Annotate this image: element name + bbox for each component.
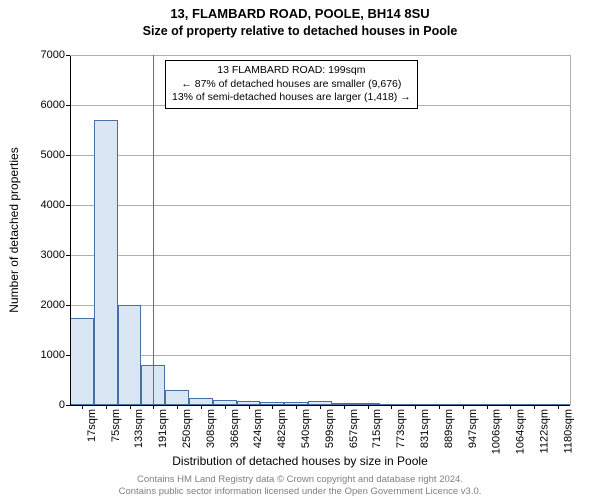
xtick-label: 889sqm [443, 409, 455, 448]
footer-line2: Contains public sector information licen… [0, 486, 600, 498]
histogram-bar [165, 390, 189, 405]
gridline [70, 355, 570, 356]
xtick-label: 75sqm [110, 409, 122, 442]
annotation-line2: ← 87% of detached houses are smaller (9,… [172, 78, 411, 92]
annotation-box: 13 FLAMBARD ROAD: 199sqm← 87% of detache… [165, 60, 418, 109]
xtick-label: 831sqm [419, 409, 431, 448]
ytick-label: 1000 [41, 349, 70, 361]
gridline [70, 205, 570, 206]
xtick-label: 657sqm [348, 409, 360, 448]
xtick-label: 1064sqm [514, 409, 526, 454]
ytick-label: 5000 [41, 149, 70, 161]
reference-line [153, 55, 154, 405]
histogram-bar [189, 398, 213, 406]
xtick-label: 540sqm [300, 409, 312, 448]
right-spine [570, 55, 571, 405]
xtick-label: 308sqm [205, 409, 217, 448]
xtick-label: 1006sqm [491, 409, 503, 454]
xtick-label: 366sqm [229, 409, 241, 448]
xtick-label: 17sqm [86, 409, 98, 442]
footer-line1: Contains HM Land Registry data © Crown c… [0, 474, 600, 486]
y-axis-line [70, 55, 71, 405]
histogram-bar [118, 305, 142, 405]
gridline [70, 305, 570, 306]
chart-title-line2: Size of property relative to detached ho… [0, 24, 600, 38]
x-axis-line [70, 405, 570, 406]
y-axis-label: Number of detached properties [7, 147, 21, 312]
xtick-label: 1122sqm [538, 409, 550, 453]
xtick-label: 424sqm [253, 409, 265, 448]
ytick-label: 7000 [41, 49, 70, 61]
xtick-label: 133sqm [134, 409, 146, 448]
chart-container: 13, FLAMBARD ROAD, POOLE, BH14 8SU Size … [0, 0, 600, 500]
histogram-bar [70, 318, 94, 406]
footer-attribution: Contains HM Land Registry data © Crown c… [0, 474, 600, 498]
annotation-line1: 13 FLAMBARD ROAD: 199sqm [172, 64, 411, 78]
ytick-label: 0 [59, 399, 70, 411]
top-spine [70, 55, 570, 56]
xtick-label: 599sqm [324, 409, 336, 448]
xtick-label: 250sqm [181, 409, 193, 448]
ytick-label: 6000 [41, 99, 70, 111]
annotation-line3: 13% of semi-detached houses are larger (… [172, 91, 411, 105]
xtick-label: 1180sqm [562, 409, 574, 453]
xtick-label: 482sqm [276, 409, 288, 448]
ytick-label: 3000 [41, 249, 70, 261]
gridline [70, 255, 570, 256]
histogram-bar [94, 120, 118, 405]
xtick-label: 947sqm [467, 409, 479, 448]
ytick-label: 2000 [41, 299, 70, 311]
plot-area: 0100020003000400050006000700017sqm75sqm1… [70, 55, 570, 405]
chart-titles: 13, FLAMBARD ROAD, POOLE, BH14 8SU Size … [0, 6, 600, 38]
xtick-label: 191sqm [157, 409, 169, 448]
xtick-label: 773sqm [395, 409, 407, 448]
xtick-label: 715sqm [372, 409, 384, 448]
ytick-label: 4000 [41, 199, 70, 211]
chart-title-line1: 13, FLAMBARD ROAD, POOLE, BH14 8SU [0, 6, 600, 21]
x-axis-label: Distribution of detached houses by size … [0, 454, 600, 468]
gridline [70, 155, 570, 156]
